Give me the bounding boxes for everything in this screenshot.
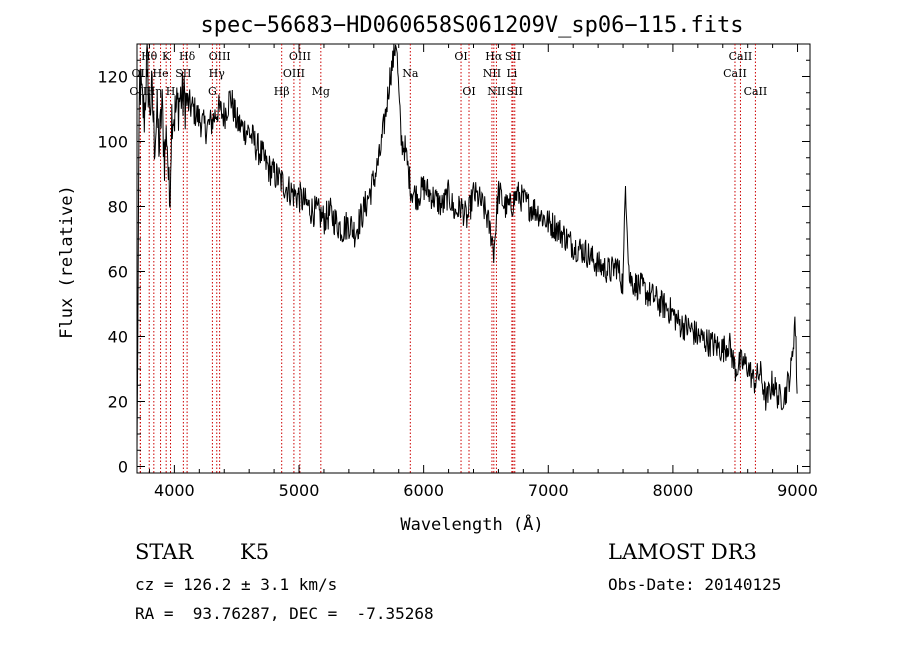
line-label: Hγ	[209, 67, 226, 80]
line-label: OI	[462, 85, 475, 98]
line-label: NII	[487, 85, 505, 98]
line-label: OIII	[289, 50, 311, 63]
coordinates: RA = 93.76287, DEC = -7.35268	[135, 604, 434, 623]
x-tick-label: 5000	[279, 481, 320, 500]
y-tick-label: 100	[97, 133, 128, 152]
line-label: He	[153, 67, 169, 80]
x-tick-label: 8000	[653, 481, 694, 500]
obs-date: Obs-Date: 20140125	[608, 575, 782, 594]
x-axis-label: Wavelength (Å)	[400, 513, 543, 535]
line-label: G	[208, 85, 217, 98]
line-label: CaII	[729, 50, 753, 63]
line-label: Na	[402, 67, 419, 80]
line-label: Li	[506, 67, 517, 80]
redshift-readout: cz = 126.2 ± 3.1 km/s	[135, 575, 338, 594]
line-label: OIII	[283, 67, 305, 80]
line-markers	[139, 44, 756, 473]
line-label: Hδ	[179, 50, 196, 63]
chart-title: spec−56683−HD060658S061209V_sp06−115.fit…	[200, 13, 743, 38]
spectrum-series	[136, 43, 798, 451]
line-label: CaII	[723, 67, 747, 80]
x-tick-label: 6000	[403, 481, 444, 500]
line-label: OIII	[209, 50, 231, 63]
line-label: SII	[507, 85, 523, 98]
line-label: NII	[483, 67, 501, 80]
y-tick-label: 20	[108, 393, 128, 412]
y-tick-label: 120	[97, 68, 128, 87]
x-axis: 4000 5000 6000 7000 8000 9000	[148, 44, 818, 500]
line-label: Mg	[312, 85, 330, 98]
y-tick-label: 40	[108, 328, 128, 347]
line-label: SII	[175, 67, 191, 80]
line-label: SII	[505, 50, 521, 63]
line-label: Hθ	[141, 50, 158, 63]
y-tick-label: 60	[108, 263, 128, 282]
line-label: Hα	[485, 50, 503, 63]
object-subclass: K5	[240, 540, 270, 564]
x-tick-label: 7000	[528, 481, 569, 500]
plot-frame	[136, 43, 811, 474]
y-tick-label: 80	[108, 198, 128, 217]
y-axis: 0 20 40 60 80 100 120	[97, 59, 810, 477]
line-label: Hβ	[274, 85, 290, 98]
line-label: K	[162, 50, 171, 63]
object-class: STAR	[135, 540, 194, 564]
y-tick-label: 0	[118, 458, 128, 477]
x-tick-label: 9000	[777, 481, 818, 500]
line-label: OI	[454, 50, 467, 63]
line-label: H	[166, 85, 176, 98]
line-label: CaII	[744, 85, 768, 98]
y-axis-label: Flux (relative)	[57, 185, 77, 339]
x-tick-label: 4000	[154, 481, 195, 500]
survey-name: LAMOST DR3	[608, 540, 757, 564]
